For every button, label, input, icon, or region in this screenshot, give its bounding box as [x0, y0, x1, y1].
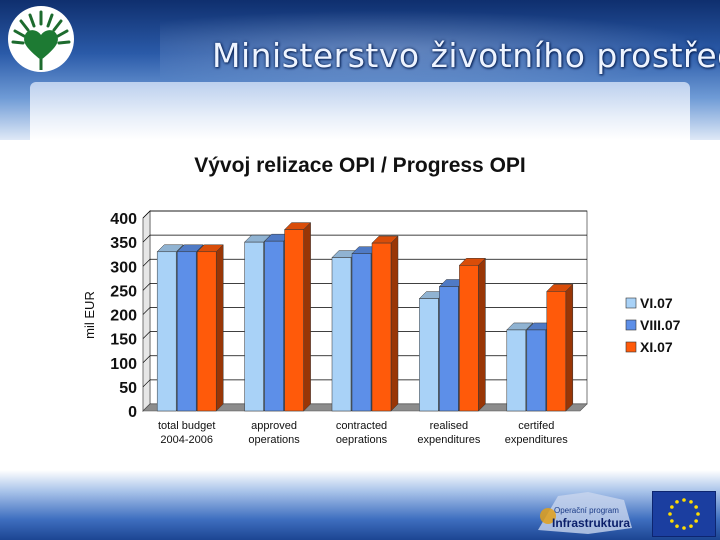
eu-star: [694, 519, 698, 523]
op-infrastruktura-logo-icon: [538, 492, 632, 534]
gridline-side: [142, 307, 151, 315]
x-tick-label: expenditures: [505, 434, 568, 446]
bar: [176, 251, 197, 412]
y-tick-label: 400: [110, 211, 137, 228]
eu-star: [675, 500, 679, 504]
y-tick-label: 0: [128, 404, 137, 421]
bar-side: [303, 221, 311, 412]
y-tick-label: 200: [110, 308, 137, 325]
legend-label: VIII.07: [640, 317, 681, 333]
y-tick-label: 50: [119, 380, 137, 397]
eu-star: [689, 524, 693, 528]
bar: [371, 242, 392, 412]
gridline-side: [142, 210, 151, 219]
bar: [351, 253, 372, 412]
legend-swatch: [625, 341, 637, 353]
eu-flag-icon: [652, 491, 716, 537]
eu-star: [668, 512, 672, 516]
bar: [526, 329, 547, 412]
y-axis-label: mil EUR: [82, 291, 97, 339]
bar: [196, 251, 217, 412]
bar: [546, 291, 567, 412]
chart-title: Vývoj relizace OPI / Progress OPI: [194, 154, 526, 177]
legend-label: XI.07: [640, 339, 673, 355]
y-tick-label: 250: [110, 283, 137, 300]
x-tick-label: realised: [430, 420, 469, 432]
bar: [506, 329, 527, 412]
bar: [419, 298, 439, 412]
gridline-side: [142, 355, 151, 363]
y-tick-label: 300: [110, 259, 137, 276]
y-tick-label: 100: [110, 356, 137, 373]
x-tick-label: oeprations: [336, 434, 388, 446]
ministry-logo-icon: [8, 6, 74, 72]
eu-star: [682, 526, 686, 530]
x-tick-label: 2004-2006: [160, 434, 213, 446]
bar-side: [565, 283, 574, 412]
gridline-side: [142, 379, 151, 388]
eu-star: [670, 505, 674, 509]
ministry-title: Ministerstvo životního prostředí: [212, 36, 720, 75]
legend-label: VI.07: [640, 295, 673, 311]
op-program-label: Operační program: [554, 506, 619, 515]
legend-swatch: [625, 297, 637, 309]
x-tick-label: certifed: [518, 420, 554, 432]
bar: [284, 229, 304, 412]
eu-star: [670, 519, 674, 523]
gridline-side: [142, 283, 151, 291]
bar: [439, 286, 459, 412]
bar-side: [478, 257, 486, 412]
eu-star: [689, 500, 693, 504]
header-banner: [0, 0, 720, 140]
header-band: [30, 82, 690, 140]
x-tick-label: approved: [251, 420, 297, 432]
bar-side: [390, 235, 399, 412]
bar: [244, 241, 264, 412]
x-tick-label: operations: [248, 434, 300, 446]
gridline-side: [142, 259, 151, 267]
x-tick-label: expenditures: [417, 434, 480, 446]
bar: [459, 265, 479, 412]
op-infrastruktura-label: Infrastruktura: [552, 516, 631, 530]
eu-star: [696, 512, 700, 516]
gridline-side: [142, 234, 151, 243]
bar: [156, 251, 177, 412]
header-glow: [160, 10, 720, 90]
bar-side: [215, 244, 224, 412]
eu-star: [675, 524, 679, 528]
legend-swatch: [625, 319, 637, 331]
bar: [331, 257, 352, 412]
x-tick-label: contracted: [336, 420, 387, 432]
eu-star: [694, 505, 698, 509]
bar: [264, 240, 284, 412]
gridline-side: [142, 331, 151, 339]
y-tick-label: 150: [110, 332, 137, 349]
x-tick-label: total budget: [158, 420, 216, 432]
y-tick-label: 350: [110, 235, 137, 252]
eu-star: [682, 498, 686, 502]
